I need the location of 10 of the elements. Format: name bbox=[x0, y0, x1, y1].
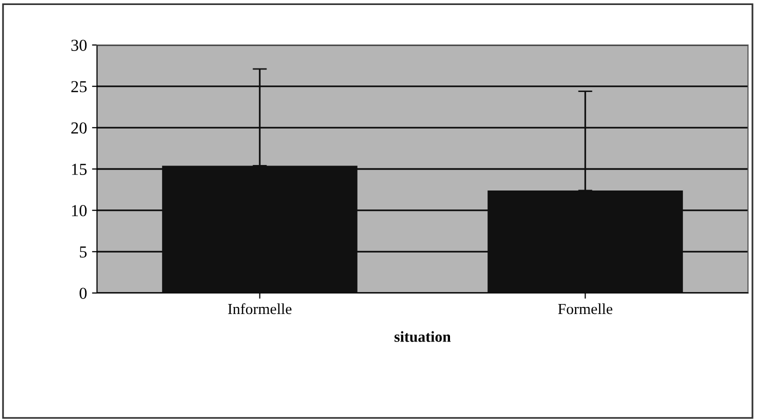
y-tick-label: 10 bbox=[72, 205, 87, 216]
y-tick-label: 15 bbox=[72, 164, 87, 175]
x-axis-title: situation bbox=[394, 331, 451, 342]
y-tick-label: 0 bbox=[80, 288, 87, 299]
y-tick-label: 30 bbox=[71, 40, 87, 51]
y-tick-label: 20 bbox=[71, 122, 87, 134]
y-tick-label: 5 bbox=[80, 246, 87, 258]
y-tick-label: 25 bbox=[71, 81, 87, 92]
x-tick-label: Formelle bbox=[558, 303, 612, 314]
x-tick-label: Informelle bbox=[228, 303, 292, 314]
